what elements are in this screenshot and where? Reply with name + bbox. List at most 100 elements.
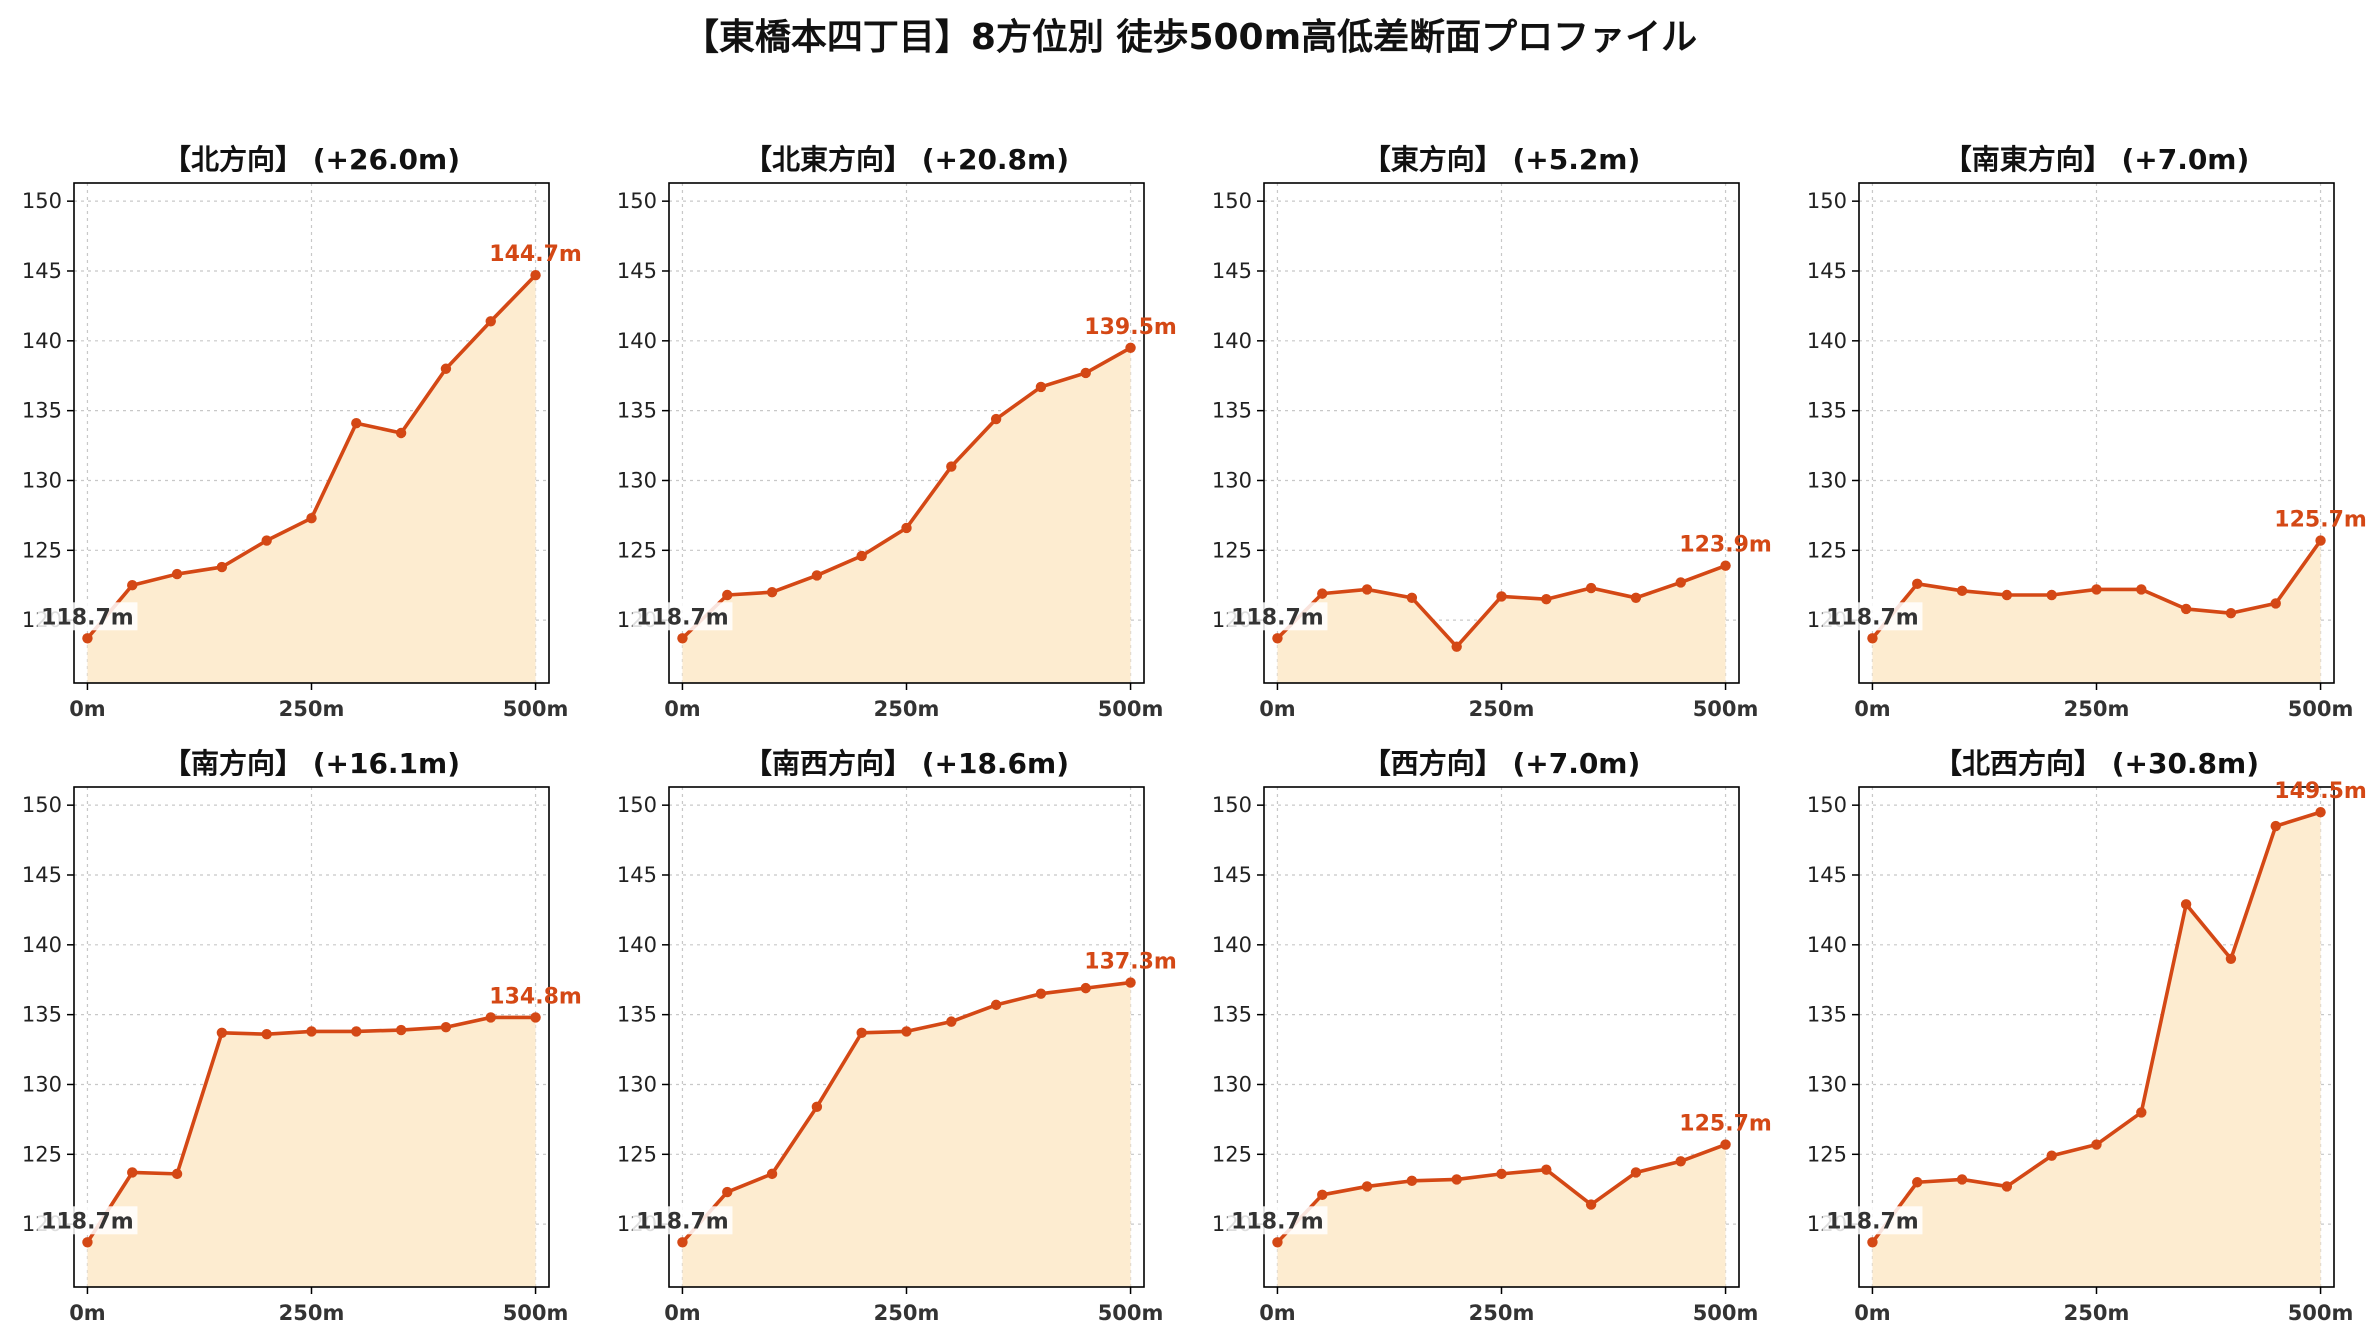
y-tick-label: 145 xyxy=(1212,863,1252,887)
chart-title: 【南東方向】 (+7.0m) xyxy=(1944,143,2250,176)
axes-frame xyxy=(668,786,1145,1288)
y-tick-label: 130 xyxy=(1807,1072,1847,1096)
y-tick-label: 150 xyxy=(22,189,62,213)
chart-title: 【南西方向】 (+18.6m) xyxy=(744,747,1069,780)
end-label: 144.7m xyxy=(489,242,582,267)
y-tick-label: 130 xyxy=(617,468,657,492)
data-point xyxy=(1361,1181,1373,1192)
data-point xyxy=(1317,588,1328,599)
data-point xyxy=(1675,577,1686,588)
data-point xyxy=(946,461,957,472)
chart-panel-2: 【東方向】 (+5.2m)1201251301351401451500m250m… xyxy=(1212,143,1772,721)
start-label-box xyxy=(1227,602,1328,631)
data-point xyxy=(1035,381,1047,393)
data-point xyxy=(395,1024,407,1036)
x-tick-label: 500m xyxy=(503,697,569,721)
y-tick-label: 135 xyxy=(617,399,657,423)
x-tick-label: 250m xyxy=(279,697,345,721)
data-point xyxy=(261,1029,272,1040)
data-point xyxy=(1956,585,1968,597)
start-label: 118.7m xyxy=(1231,1209,1324,1234)
data-point xyxy=(1361,584,1373,595)
chart-title: 【北西方向】 (+30.8m) xyxy=(1934,747,2259,780)
data-point xyxy=(1125,977,1136,988)
data-point xyxy=(1585,582,1597,594)
y-tick-label: 125 xyxy=(1212,538,1252,562)
start-label: 118.7m xyxy=(636,605,729,630)
x-tick-label: 500m xyxy=(2288,1301,2354,1325)
chart-panel-3: 【南東方向】 (+7.0m)1201251301351401451500m250… xyxy=(1807,143,2367,721)
data-point xyxy=(2180,603,2192,615)
elevation-area xyxy=(682,982,1131,1287)
y-tick-label: 150 xyxy=(617,793,657,817)
y-tick-label: 140 xyxy=(22,933,62,957)
data-point xyxy=(306,1026,317,1037)
start-label: 118.7m xyxy=(41,1209,134,1234)
data-point xyxy=(127,580,138,591)
data-point xyxy=(127,1167,138,1178)
data-point xyxy=(2001,589,2013,601)
elevation-area xyxy=(1872,812,2321,1287)
start-label: 118.7m xyxy=(1826,605,1919,630)
start-label-box xyxy=(632,1206,733,1235)
x-tick-label: 0m xyxy=(1854,697,1891,721)
chart-title: 【北方向】 (+26.0m) xyxy=(163,143,460,176)
data-point xyxy=(901,1026,912,1037)
data-point xyxy=(395,427,407,439)
y-tick-label: 135 xyxy=(1212,1003,1252,1027)
data-point xyxy=(990,999,1002,1011)
data-point xyxy=(1125,342,1136,354)
x-tick-label: 250m xyxy=(874,697,940,721)
data-point xyxy=(1451,641,1462,652)
y-tick-label: 145 xyxy=(617,259,657,283)
chart-title: 【北東方向】 (+20.8m) xyxy=(744,143,1069,176)
data-point xyxy=(722,1186,733,1198)
data-point xyxy=(811,1101,823,1113)
y-tick-label: 135 xyxy=(617,1003,657,1027)
data-point xyxy=(1720,1139,1731,1150)
data-point xyxy=(82,1237,93,1248)
x-tick-label: 250m xyxy=(874,1301,940,1325)
end-label: 139.5m xyxy=(1084,315,1177,340)
y-tick-label: 130 xyxy=(617,1072,657,1096)
axes-frame xyxy=(1263,786,1740,1288)
x-tick-label: 0m xyxy=(664,1301,701,1325)
chart-panel-6: 【西方向】 (+7.0m)1201251301351401451500m250m… xyxy=(1212,747,1772,1325)
data-point xyxy=(1272,633,1283,644)
chart-title: 【南方向】 (+16.1m) xyxy=(163,747,460,780)
data-point xyxy=(1675,1156,1686,1167)
data-point xyxy=(722,589,733,601)
data-point xyxy=(485,316,496,327)
y-tick-label: 125 xyxy=(22,538,62,562)
data-point xyxy=(1867,1237,1878,1248)
chart-panel-7: 【北西方向】 (+30.8m)1201251301351401451500m25… xyxy=(1807,747,2367,1325)
chart-panel-1: 【北東方向】 (+20.8m)1201251301351401451500m25… xyxy=(617,143,1177,721)
data-point xyxy=(1541,1164,1552,1175)
y-tick-label: 140 xyxy=(1807,329,1847,353)
start-label: 118.7m xyxy=(1826,1209,1919,1234)
data-point xyxy=(856,1027,867,1039)
x-tick-label: 0m xyxy=(69,1301,106,1325)
y-tick-label: 150 xyxy=(1212,793,1252,817)
data-point xyxy=(677,1237,688,1248)
x-tick-label: 250m xyxy=(279,1301,345,1325)
axes-frame xyxy=(1858,182,2335,684)
start-label-box xyxy=(1822,1206,1923,1235)
data-point xyxy=(677,633,688,644)
data-point xyxy=(530,269,541,281)
start-label: 118.7m xyxy=(41,605,134,630)
y-tick-label: 150 xyxy=(1807,189,1847,213)
y-tick-label: 125 xyxy=(1212,1142,1252,1166)
y-tick-label: 130 xyxy=(1807,468,1847,492)
data-point xyxy=(2091,584,2102,595)
data-point xyxy=(2270,820,2281,832)
y-tick-label: 140 xyxy=(1212,933,1252,957)
data-point xyxy=(171,568,183,580)
data-point xyxy=(1956,1174,1968,1185)
x-tick-label: 500m xyxy=(1693,697,1759,721)
x-tick-label: 250m xyxy=(2064,1301,2130,1325)
y-tick-label: 135 xyxy=(22,399,62,423)
x-tick-label: 500m xyxy=(503,1301,569,1325)
data-point xyxy=(901,522,912,534)
